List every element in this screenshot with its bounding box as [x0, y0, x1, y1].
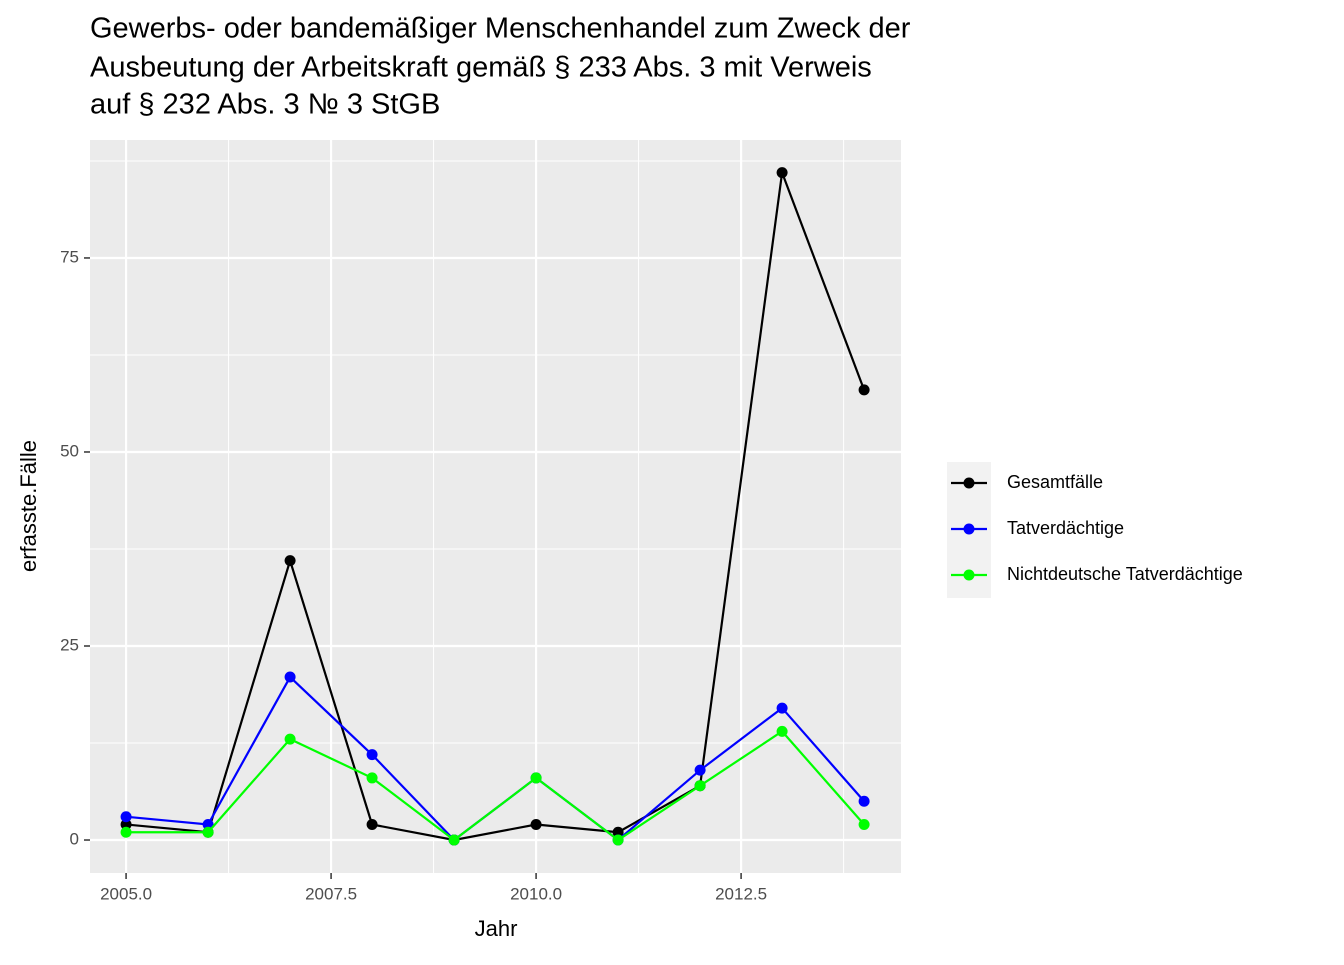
- point: [366, 749, 378, 761]
- y-axis-label: erfasste.Fälle: [16, 440, 41, 572]
- legend-key: [963, 477, 975, 489]
- legend-label: Tatverdächtige: [1007, 518, 1124, 538]
- point: [776, 725, 788, 737]
- point: [858, 795, 870, 807]
- series-line: [126, 729, 865, 842]
- point: [612, 826, 624, 838]
- point: [694, 780, 706, 792]
- point: [366, 772, 378, 784]
- point: [776, 167, 788, 179]
- point: [530, 772, 542, 784]
- x-tick-label: 2012.5: [715, 884, 767, 903]
- point: [120, 826, 132, 838]
- point: [448, 834, 460, 846]
- x-tick-label: 2005.0: [100, 884, 152, 903]
- y-tick-label: 75: [60, 247, 79, 266]
- chart-title: Gewerbs- oder bandemäßiger Menschenhande…: [90, 13, 911, 45]
- series-line: [125, 172, 866, 842]
- chart-title: auf § 232 Abs. 3 № 3 StGB: [90, 89, 440, 121]
- point: [366, 818, 378, 830]
- x-tick-label: 2010.0: [510, 884, 562, 903]
- point: [120, 818, 132, 830]
- point: [202, 818, 214, 830]
- legend-key: [963, 523, 975, 535]
- y-tick-label: 25: [60, 635, 79, 654]
- chart-title: Ausbeutung der Arbeitskraft gemäß § 233 …: [90, 52, 872, 84]
- point: [858, 818, 870, 830]
- point: [612, 834, 624, 846]
- point: [202, 826, 214, 838]
- point: [120, 811, 132, 823]
- y-tick-label: 50: [60, 441, 79, 460]
- legend-label: Gesamtfälle: [1007, 472, 1103, 492]
- point: [776, 702, 788, 714]
- point: [530, 818, 542, 830]
- point: [694, 764, 706, 776]
- x-axis-label: Jahr: [475, 916, 518, 941]
- y-tick-label: 0: [70, 830, 79, 849]
- x-tick-label: 2007.5: [305, 884, 357, 903]
- legend-key: [963, 569, 975, 581]
- point: [284, 671, 296, 683]
- legend-label: Nichtdeutsche Tatverdächtige: [1007, 564, 1243, 584]
- panel: [90, 140, 901, 873]
- point: [858, 384, 870, 396]
- grid: [90, 140, 901, 873]
- point: [284, 733, 296, 745]
- point: [284, 555, 296, 567]
